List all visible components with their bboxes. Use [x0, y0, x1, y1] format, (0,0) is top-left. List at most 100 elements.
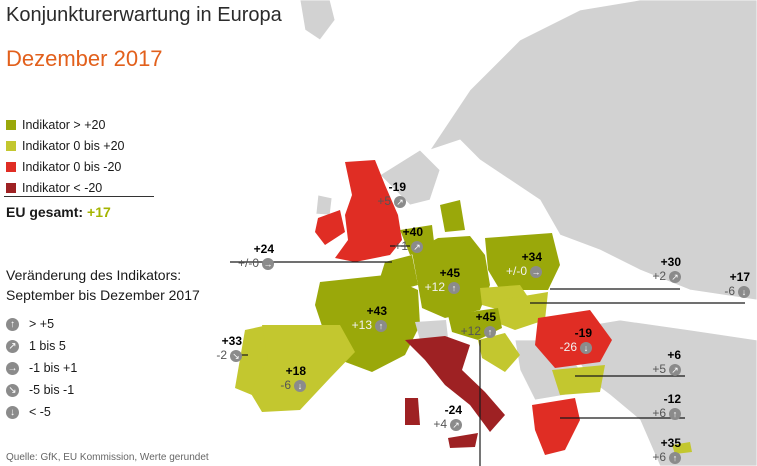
change-item: ↗ 1 bis 5 — [6, 335, 77, 357]
legend-label: Indikator 0 bis +20 — [22, 138, 125, 153]
change-item: ↑ > +5 — [6, 313, 77, 335]
label-change: +12 — [424, 280, 445, 294]
leader-lines — [230, 245, 745, 466]
label-netherlands: +40 +1 ↗ — [388, 225, 423, 253]
label-austria: +45 +12 ↑ — [454, 310, 496, 338]
country-germany — [412, 236, 490, 318]
label-value: +17 — [729, 270, 750, 284]
arrow-up-right-icon: ↗ — [394, 195, 406, 208]
label-value: +34 — [521, 250, 542, 264]
arrow-up-right-icon: ↗ — [669, 363, 681, 376]
arrow-down-icon: ↓ — [294, 379, 306, 392]
change-item: ↓ < -5 — [6, 401, 77, 423]
arrow-up-icon: ↑ — [375, 319, 387, 332]
label-change: +/-0 — [505, 264, 527, 278]
eu-total-value: +17 — [87, 204, 111, 220]
label-value: +45 — [475, 310, 496, 324]
label-portugal: +33 -2 ↘ — [206, 334, 242, 362]
page-subtitle: Dezember 2017 — [6, 46, 163, 71]
arrow-up-icon: ↑ — [669, 451, 681, 464]
label-value: +18 — [285, 364, 306, 378]
country-ireland — [315, 210, 345, 245]
label-cyprus: +35 +6 ↑ — [645, 436, 681, 464]
change-label: < -5 — [29, 405, 51, 419]
label-change: +5 — [652, 362, 666, 376]
label-change: +6 — [652, 450, 666, 464]
legend-swatch — [6, 140, 16, 151]
country-slovenia-croatia — [478, 333, 520, 372]
label-poland: +34 +/-0 → — [498, 250, 542, 278]
legend-divider — [4, 196, 154, 197]
label-change: +12 — [460, 324, 481, 338]
arrow-up-right-icon: ↗ — [669, 270, 681, 283]
legend-swatch — [6, 182, 16, 193]
arrow-up-right-icon: ↗ — [411, 240, 423, 253]
change-label: -1 bis +1 — [29, 361, 78, 375]
color-legend: Indikator > +20 Indikator 0 bis +20 Indi… — [6, 114, 125, 198]
label-change: -2 — [216, 348, 227, 362]
country-switzerland — [415, 320, 448, 340]
arrow-right-icon: → — [530, 265, 542, 278]
label-value: -24 — [444, 403, 462, 417]
arrow-up-icon: ↑ — [6, 317, 19, 331]
label-value: +33 — [221, 334, 242, 348]
label-value: +24 — [253, 242, 274, 256]
arrow-up-icon: ↑ — [669, 407, 681, 420]
arrow-down-right-icon: ↘ — [230, 349, 242, 362]
arrow-down-icon: ↓ — [580, 341, 592, 354]
country-bulgaria — [552, 365, 605, 395]
label-value: -19 — [388, 180, 406, 194]
country-cyprus — [672, 442, 692, 454]
label-czechia: +30 +2 ↗ — [645, 255, 681, 283]
source-note: Quelle: GfK, EU Kommission, Werte gerund… — [6, 452, 209, 463]
legend-label: Indikator < -20 — [22, 180, 103, 195]
legend-swatch — [6, 119, 16, 130]
label-change: +/-0 — [237, 256, 259, 270]
country-slovakia-hungary — [495, 292, 548, 330]
arrow-up-icon: ↑ — [484, 325, 496, 338]
label-value: +35 — [660, 436, 681, 450]
country-spain — [250, 325, 355, 412]
country-uk — [335, 160, 402, 262]
label-change: -6 — [280, 378, 291, 392]
label-germany: +45 +12 ↑ — [418, 266, 460, 294]
label-change: +13 — [351, 318, 372, 332]
legend-item: Indikator > +20 — [6, 114, 125, 135]
label-change: +6 — [652, 406, 666, 420]
label-bulgaria: +6 +5 ↗ — [645, 348, 681, 376]
label-change: +4 — [433, 417, 447, 431]
change-label: > +5 — [29, 317, 55, 331]
country-romania — [535, 310, 612, 368]
label-greece: -12 +6 ↑ — [645, 392, 681, 420]
label-value: +40 — [402, 225, 423, 239]
arrow-down-icon: ↓ — [738, 285, 750, 298]
label-benelux: +24 +/-0 → — [230, 242, 274, 270]
change-legend-title: Veränderung des Indikators: September bi… — [6, 265, 236, 305]
legend-item: Indikator 0 bis -20 — [6, 156, 125, 177]
change-title-line-2: September bis Dezember 2017 — [6, 287, 200, 303]
legend-swatch — [6, 161, 16, 172]
legend-item: Indikator 0 bis +20 — [6, 135, 125, 156]
country-denmark — [440, 200, 465, 232]
label-spain: +18 -6 ↓ — [270, 364, 306, 392]
legend-label: Indikator 0 bis -20 — [22, 159, 122, 174]
change-label: 1 bis 5 — [29, 339, 66, 353]
label-value: +30 — [660, 255, 681, 269]
change-label: -5 bis -1 — [29, 383, 75, 397]
arrow-right-icon: → — [6, 361, 19, 375]
label-italy: -24 +4 ↗ — [424, 403, 462, 431]
label-value: -19 — [574, 326, 592, 340]
eu-total-label: EU gesamt: — [6, 204, 84, 220]
change-item: → -1 bis +1 — [6, 357, 77, 379]
label-change: +5 — [377, 194, 391, 208]
arrow-down-icon: ↓ — [6, 405, 19, 419]
label-value: +6 — [667, 348, 681, 362]
label-value: -12 — [663, 392, 681, 406]
page-title: Konjunkturerwartung in Europa — [6, 4, 282, 26]
label-france: +43 +13 ↑ — [345, 304, 387, 332]
legend-item: Indikator < -20 — [6, 177, 125, 198]
label-value: +43 — [366, 304, 387, 318]
label-change: +2 — [652, 269, 666, 283]
arrow-up-right-icon: ↗ — [6, 339, 19, 353]
